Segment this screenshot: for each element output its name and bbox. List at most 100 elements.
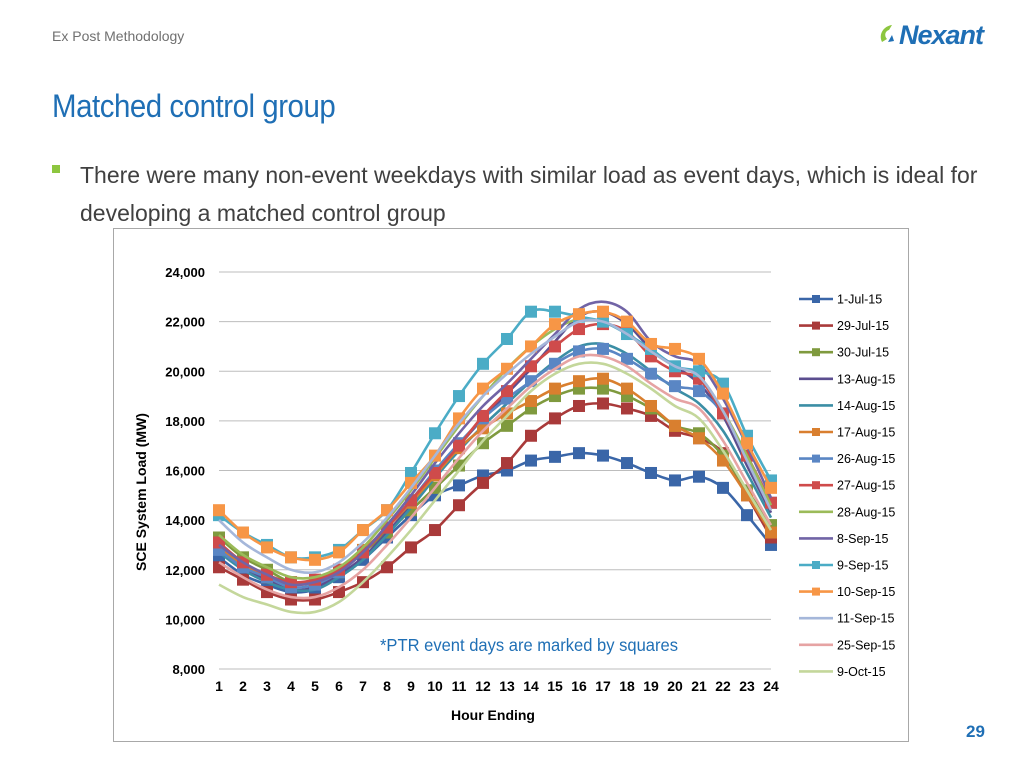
bullet-text: There were many non-event weekdays with … [80,162,978,226]
data-point [741,489,753,502]
data-point [501,332,513,345]
legend-item: 27-Aug-15 [799,479,895,493]
legend-label: 8-Sep-15 [837,532,888,546]
data-point [405,541,417,554]
data-point [693,352,705,365]
legend-swatch-marker [812,348,820,357]
data-point [453,479,465,492]
data-point [573,375,585,388]
data-point [645,399,657,412]
data-point [261,541,273,554]
legend-item: 30-Jul-15 [799,346,889,360]
data-point [213,504,225,517]
series-11-Sep-15 [218,318,773,575]
x-tick-label: 13 [499,678,515,694]
y-tick-label: 16,000 [165,464,205,479]
legend-item: 13-Aug-15 [799,372,895,386]
legend-label: 29-Jul-15 [837,319,889,333]
data-point [477,422,489,435]
legend-item: 29-Jul-15 [799,319,889,333]
legend-item: 9-Sep-15 [799,559,888,573]
data-point [765,481,777,494]
data-point [741,509,753,522]
data-point [621,352,633,365]
x-tick-label: 9 [407,678,415,694]
legend-item: 10-Sep-15 [799,585,895,599]
legend-swatch-marker [812,481,820,490]
legend-label: 27-Aug-15 [837,479,895,493]
x-tick-label: 21 [691,678,707,694]
data-point [453,390,465,403]
data-point [501,457,513,470]
data-point [765,526,777,539]
series-line [218,353,773,600]
data-point [693,470,705,483]
y-tick-label: 18,000 [165,414,205,429]
legend-label: 30-Jul-15 [837,346,889,360]
y-tick-label: 24,000 [165,265,205,280]
load-chart: 8,000 10,000 12,000 14,000 16,000 18,000 20,00… [133,265,895,723]
data-point [573,308,585,321]
legend-item: 11-Sep-15 [799,612,894,626]
y-tick-label: 10,000 [165,612,205,627]
nexant-logo: Nexant [880,20,986,50]
data-point [333,546,345,559]
x-tick-label: 18 [619,678,635,694]
data-point [621,457,633,470]
data-point [405,466,417,479]
data-point [381,561,393,574]
data-point [597,342,609,355]
legend-label: 10-Sep-15 [837,585,895,599]
series-line [218,318,773,575]
data-point [549,318,561,331]
y-tick-label: 14,000 [165,513,205,528]
x-axis-ticks: 1 2 3 4 5 6 7 8 9 10 11 12 13 14 15 16 17 18 19 20 21 22 23 24 [215,678,779,694]
page-number: 29 [966,722,985,741]
series-line [218,317,773,580]
data-point [429,427,441,440]
x-tick-label: 6 [335,678,343,694]
data-point [525,429,537,442]
data-point [717,481,729,494]
data-point [237,526,249,539]
series-10-Sep-15 [213,305,777,566]
legend-label: 13-Aug-15 [837,372,895,386]
gridlines [219,271,771,670]
y-tick-label: 20,000 [165,364,205,379]
x-tick-label: 23 [739,678,755,694]
data-point [573,399,585,412]
data-point [549,340,561,353]
x-tick-label: 17 [595,678,611,694]
x-tick-label: 7 [359,678,367,694]
legend-swatch-marker [812,428,820,436]
data-point [549,305,561,318]
legend-swatch-marker [812,561,820,569]
legend-swatch-marker [812,321,820,330]
legend-label: 28-Aug-15 [837,505,895,519]
legend-item: 25-Sep-15 [799,638,895,652]
data-point [717,387,729,400]
bullet-square-icon [52,165,60,173]
legend-item: 8-Sep-15 [799,532,888,546]
series-line [218,361,773,615]
legend-item: 14-Aug-15 [799,399,895,413]
y-axis-ticks: 8,000 10,000 12,000 14,000 16,000 18,000 20,00… [165,265,205,677]
data-point [573,447,585,460]
legend-item: 9-Oct-15 [799,665,886,679]
data-point [477,409,489,422]
data-point [621,402,633,415]
x-tick-label: 16 [571,678,587,694]
x-tick-label: 24 [763,678,779,694]
data-point [429,466,441,479]
legend-item: 1-Jul-15 [799,293,882,307]
ptr-annotation: *PTR event days are marked by squares [380,634,678,655]
data-point [549,412,561,425]
x-tick-label: 8 [383,678,391,694]
series-9-Oct-15 [218,361,773,615]
series-lines [213,300,777,615]
data-point [525,305,537,318]
series-27-Aug-15 [213,318,777,589]
x-axis-label: Hour Ending [451,707,535,723]
legend-item: 26-Aug-15 [799,452,895,466]
legend-label: 11-Sep-15 [837,612,894,626]
